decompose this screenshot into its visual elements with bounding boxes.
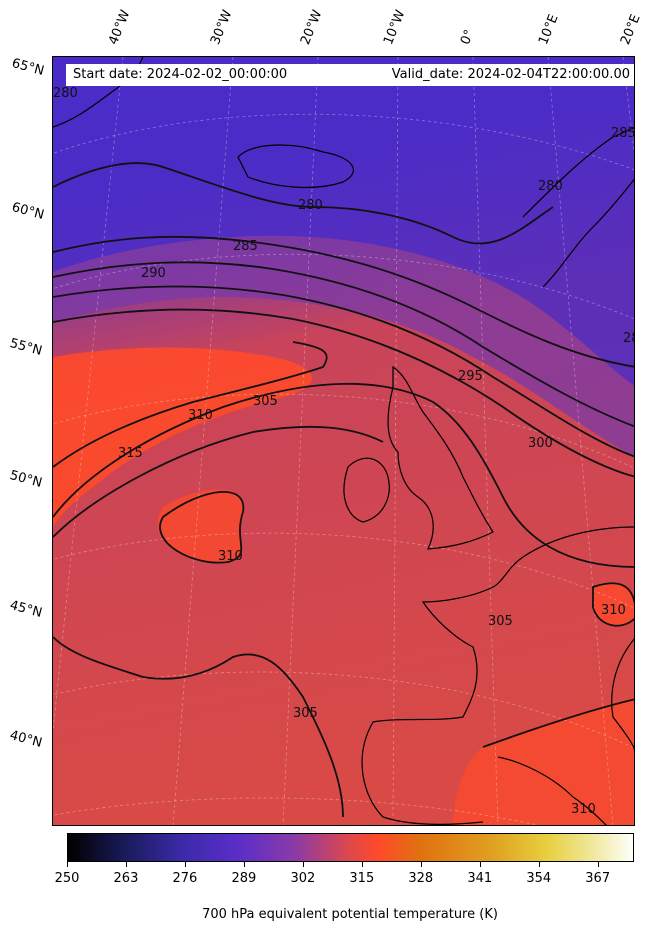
colorbar-title: 700 hPa equivalent potential temperature… [202,907,498,922]
colorbar-tick-label: 328 [408,871,434,886]
cold-region [53,57,634,386]
longitude-label: 30°W [208,8,236,47]
contour-310a [53,341,328,468]
contour-label: 280 [53,86,78,101]
warm-tongue [53,347,312,527]
longitude-label: 40°W [106,8,134,47]
colorbar-tick-label: 289 [231,871,257,886]
colorbar-tick-label: 250 [54,871,80,886]
coast-iceland [237,144,354,189]
latitude-label: 55°N [8,336,44,359]
contour-310b [53,425,384,538]
warm-pocket-east [593,583,634,626]
contour-label: 310 [601,603,626,618]
contour-label: 315 [118,446,143,461]
contour-labels: 280 280 285 290 295 300 305 310 315 310 … [53,86,635,817]
contour-label: 305 [488,614,513,629]
contour-label: 305 [253,394,278,409]
colorbar [67,833,634,862]
colorbar-tick-label: 354 [526,871,552,886]
contour-label: 280 [538,179,563,194]
contour-label: 285 [233,239,258,254]
contour-305b [53,636,344,818]
contour-label: 310 [188,408,213,423]
colorbar-tick [125,862,127,867]
coast-ireland [343,457,390,523]
transition-region [53,235,634,457]
colorbar-tick-label: 302 [290,871,316,886]
colorbar-tick-label: 276 [172,871,198,886]
colorbar-tick [479,862,481,867]
theta-e-field: 280 280 285 290 295 300 305 310 315 310 … [53,57,635,825]
contour-285 [53,235,634,368]
latitude-label: 65°N [10,56,46,79]
colorbar-tick [538,862,540,867]
contour-label: 305 [293,706,318,721]
contour-305a [53,382,634,568]
colorbar-tick-label: 315 [349,871,375,886]
longitude-label: 0° [458,27,478,47]
colorbar-tick [184,862,186,867]
contours [53,162,634,818]
colorbar-tick-label: 341 [467,871,493,886]
colorbar-tick-label: 367 [585,871,611,886]
colorbar-tick-label: 263 [113,871,139,886]
contour-280 [53,162,554,245]
contour-310d [592,582,634,627]
contour-310e [482,698,634,748]
colorbar-tick [361,862,363,867]
warm-pocket-south [453,697,634,825]
longitude-label: 20°W [298,8,326,47]
latitude-label: 45°N [8,598,44,621]
valid-date-label: Valid_date: 2024-02-04T22:00:00.00 [391,67,630,82]
contour-label: 290 [141,266,166,281]
longitude-label: 10°E [536,12,562,47]
latitude-label: 40°N [8,728,44,751]
contour-label: 295 [458,369,483,384]
longitude-label: 20°E [618,12,644,47]
colorbar-tick [243,862,245,867]
coast-scandinavia [522,127,634,288]
map-panel: 280 280 285 290 295 300 305 310 315 310 … [52,56,635,826]
colorbar-tick [420,862,422,867]
coast-great-britain [387,365,494,550]
longitude-label: 10°W [381,8,409,47]
colorbar-tick [302,862,304,867]
contour-label: 310 [571,802,596,817]
contour-310c [159,491,245,564]
coast-italy [497,756,607,825]
contour-290 [53,261,634,428]
coastlines [53,57,634,825]
contour-label: 280 [298,198,323,213]
start-date-label: Start date: 2024-02-02_00:00:00 [73,67,288,82]
colorbar-tick [67,862,68,867]
coast-balkans [611,638,634,750]
contour-label: 310 [218,549,243,564]
warm-pocket-west [157,489,245,563]
coast-europe [361,526,634,825]
graticule [53,57,634,825]
contour-label: 285 [623,331,635,346]
colorbar-tick [597,862,599,867]
date-info-bar: Start date: 2024-02-02_00:00:00 Valid_da… [66,64,634,86]
contour-300 [53,308,634,478]
contour-label: 300 [528,436,553,451]
contour-295 [53,285,634,458]
latitude-label: 60°N [10,200,46,223]
latitude-label: 50°N [8,468,44,491]
contour-label: 285 [611,126,635,141]
